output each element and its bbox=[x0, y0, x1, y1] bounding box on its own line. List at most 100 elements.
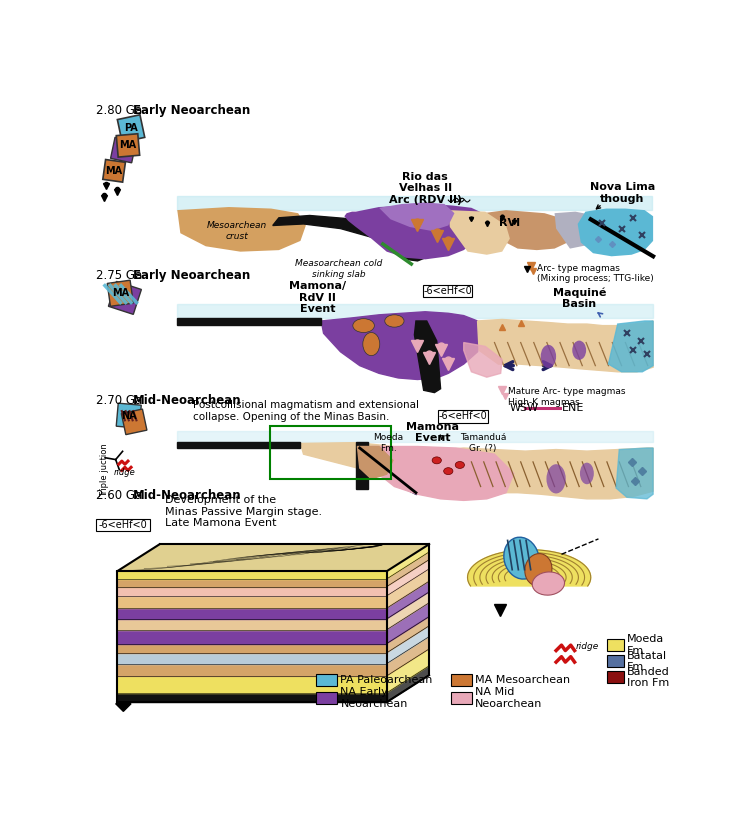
Polygon shape bbox=[103, 160, 125, 182]
Text: Banded
Iron Fm: Banded Iron Fm bbox=[627, 667, 669, 689]
Polygon shape bbox=[468, 549, 590, 586]
Bar bbox=[316, 692, 337, 704]
Polygon shape bbox=[273, 216, 429, 261]
Text: Development of the
Minas Passive Margin stage.
Late Mamona Event: Development of the Minas Passive Margin … bbox=[165, 495, 322, 528]
Ellipse shape bbox=[455, 462, 464, 468]
Polygon shape bbox=[387, 649, 429, 693]
Text: Mature Arc- type magmas
High-K magmas: Mature Arc- type magmas High-K magmas bbox=[508, 387, 626, 407]
Ellipse shape bbox=[384, 315, 404, 327]
Text: Tamanduá
Gr. (?): Tamanduá Gr. (?) bbox=[460, 433, 506, 453]
Text: Mid-Neoarchean: Mid-Neoarchean bbox=[133, 489, 241, 502]
Polygon shape bbox=[117, 579, 387, 587]
Polygon shape bbox=[117, 608, 387, 619]
Ellipse shape bbox=[353, 318, 374, 333]
Polygon shape bbox=[616, 448, 653, 499]
Text: Moeda
Fm: Moeda Fm bbox=[627, 634, 664, 656]
Text: RVI: RVI bbox=[500, 217, 520, 227]
Text: PA: PA bbox=[124, 124, 138, 133]
Text: 2.75 Ga: 2.75 Ga bbox=[97, 269, 146, 282]
Polygon shape bbox=[356, 442, 368, 489]
Text: NA: NA bbox=[121, 411, 137, 421]
Polygon shape bbox=[116, 403, 141, 428]
Text: Early Neoarchean: Early Neoarchean bbox=[133, 104, 250, 117]
Polygon shape bbox=[387, 666, 429, 702]
Ellipse shape bbox=[546, 464, 566, 493]
Polygon shape bbox=[357, 447, 393, 479]
Text: Mid-Neoarchean: Mid-Neoarchean bbox=[133, 394, 241, 407]
Text: MA: MA bbox=[106, 166, 123, 176]
Text: 2.80 Ga: 2.80 Ga bbox=[97, 104, 146, 117]
Text: 2.70 Ga: 2.70 Ga bbox=[97, 394, 146, 407]
Text: 2.60 Ga: 2.60 Ga bbox=[97, 489, 146, 502]
Bar bbox=[451, 692, 472, 704]
Polygon shape bbox=[463, 343, 502, 377]
Polygon shape bbox=[117, 619, 387, 630]
Polygon shape bbox=[448, 210, 510, 255]
Ellipse shape bbox=[572, 340, 586, 360]
Text: -6<eHf<0: -6<eHf<0 bbox=[99, 520, 148, 530]
Polygon shape bbox=[177, 431, 653, 442]
Polygon shape bbox=[387, 552, 429, 587]
Text: Mamona
Event: Mamona Event bbox=[407, 422, 459, 444]
Polygon shape bbox=[117, 587, 387, 596]
Polygon shape bbox=[117, 596, 387, 608]
Bar bbox=[607, 672, 624, 683]
Polygon shape bbox=[177, 196, 652, 210]
Polygon shape bbox=[117, 663, 387, 676]
Polygon shape bbox=[578, 208, 653, 256]
Text: ENE: ENE bbox=[562, 404, 584, 414]
Polygon shape bbox=[117, 676, 387, 693]
Polygon shape bbox=[554, 212, 595, 248]
Polygon shape bbox=[117, 545, 429, 571]
Polygon shape bbox=[387, 603, 429, 644]
Ellipse shape bbox=[444, 468, 453, 475]
Text: Maquiné
Basin: Maquiné Basin bbox=[553, 287, 606, 309]
Text: MA: MA bbox=[120, 141, 137, 151]
Ellipse shape bbox=[504, 537, 539, 579]
Text: Arc- type magmas
(Mixing process; TTG-like): Arc- type magmas (Mixing process; TTG-li… bbox=[537, 264, 654, 283]
Bar bbox=[451, 674, 472, 686]
Polygon shape bbox=[111, 138, 136, 163]
Ellipse shape bbox=[532, 572, 565, 595]
Text: Early Neoarchean: Early Neoarchean bbox=[133, 269, 250, 282]
Text: Batatal
Fm: Batatal Fm bbox=[627, 650, 667, 672]
Polygon shape bbox=[177, 207, 306, 252]
Polygon shape bbox=[117, 571, 387, 579]
Polygon shape bbox=[345, 204, 487, 260]
FancyBboxPatch shape bbox=[438, 410, 488, 422]
Text: NA Mid
Neoarchean: NA Mid Neoarchean bbox=[475, 688, 542, 709]
Polygon shape bbox=[117, 644, 387, 653]
Polygon shape bbox=[121, 409, 147, 435]
Polygon shape bbox=[483, 210, 571, 250]
Polygon shape bbox=[116, 703, 131, 711]
Text: Nova Lima
though: Nova Lima though bbox=[590, 182, 655, 204]
Text: Postcollisional magmatism and extensional
collapse. Opening of the Minas Basin.: Postcollisional magmatism and extensiona… bbox=[193, 400, 418, 422]
Text: Triple juction: Triple juction bbox=[100, 444, 109, 497]
Text: -6<eHf<0: -6<eHf<0 bbox=[423, 286, 472, 296]
Polygon shape bbox=[387, 637, 429, 676]
Polygon shape bbox=[387, 617, 429, 653]
Text: -6<eHf<0: -6<eHf<0 bbox=[438, 411, 487, 422]
Bar bbox=[607, 655, 624, 667]
Polygon shape bbox=[608, 321, 653, 372]
Bar bbox=[316, 674, 337, 686]
Text: Moeda
Fm.: Moeda Fm. bbox=[373, 433, 403, 453]
Polygon shape bbox=[415, 321, 441, 392]
Text: Mamona/
RdV II
Event: Mamona/ RdV II Event bbox=[289, 281, 346, 314]
Polygon shape bbox=[379, 203, 455, 231]
FancyBboxPatch shape bbox=[423, 285, 472, 297]
Polygon shape bbox=[117, 630, 387, 644]
Polygon shape bbox=[477, 319, 653, 372]
Polygon shape bbox=[177, 442, 300, 448]
Polygon shape bbox=[371, 447, 514, 501]
Polygon shape bbox=[177, 304, 653, 318]
Polygon shape bbox=[300, 443, 653, 499]
Text: ridge: ridge bbox=[576, 642, 599, 651]
Text: ridge: ridge bbox=[114, 468, 136, 477]
Polygon shape bbox=[108, 282, 142, 314]
Text: Rio das
Velhas II
Arc (RDV II): Rio das Velhas II Arc (RDV II) bbox=[389, 172, 462, 205]
Text: PA Paleoarchean: PA Paleoarchean bbox=[340, 675, 433, 685]
Polygon shape bbox=[177, 318, 321, 325]
Ellipse shape bbox=[363, 333, 380, 356]
Ellipse shape bbox=[580, 462, 594, 484]
